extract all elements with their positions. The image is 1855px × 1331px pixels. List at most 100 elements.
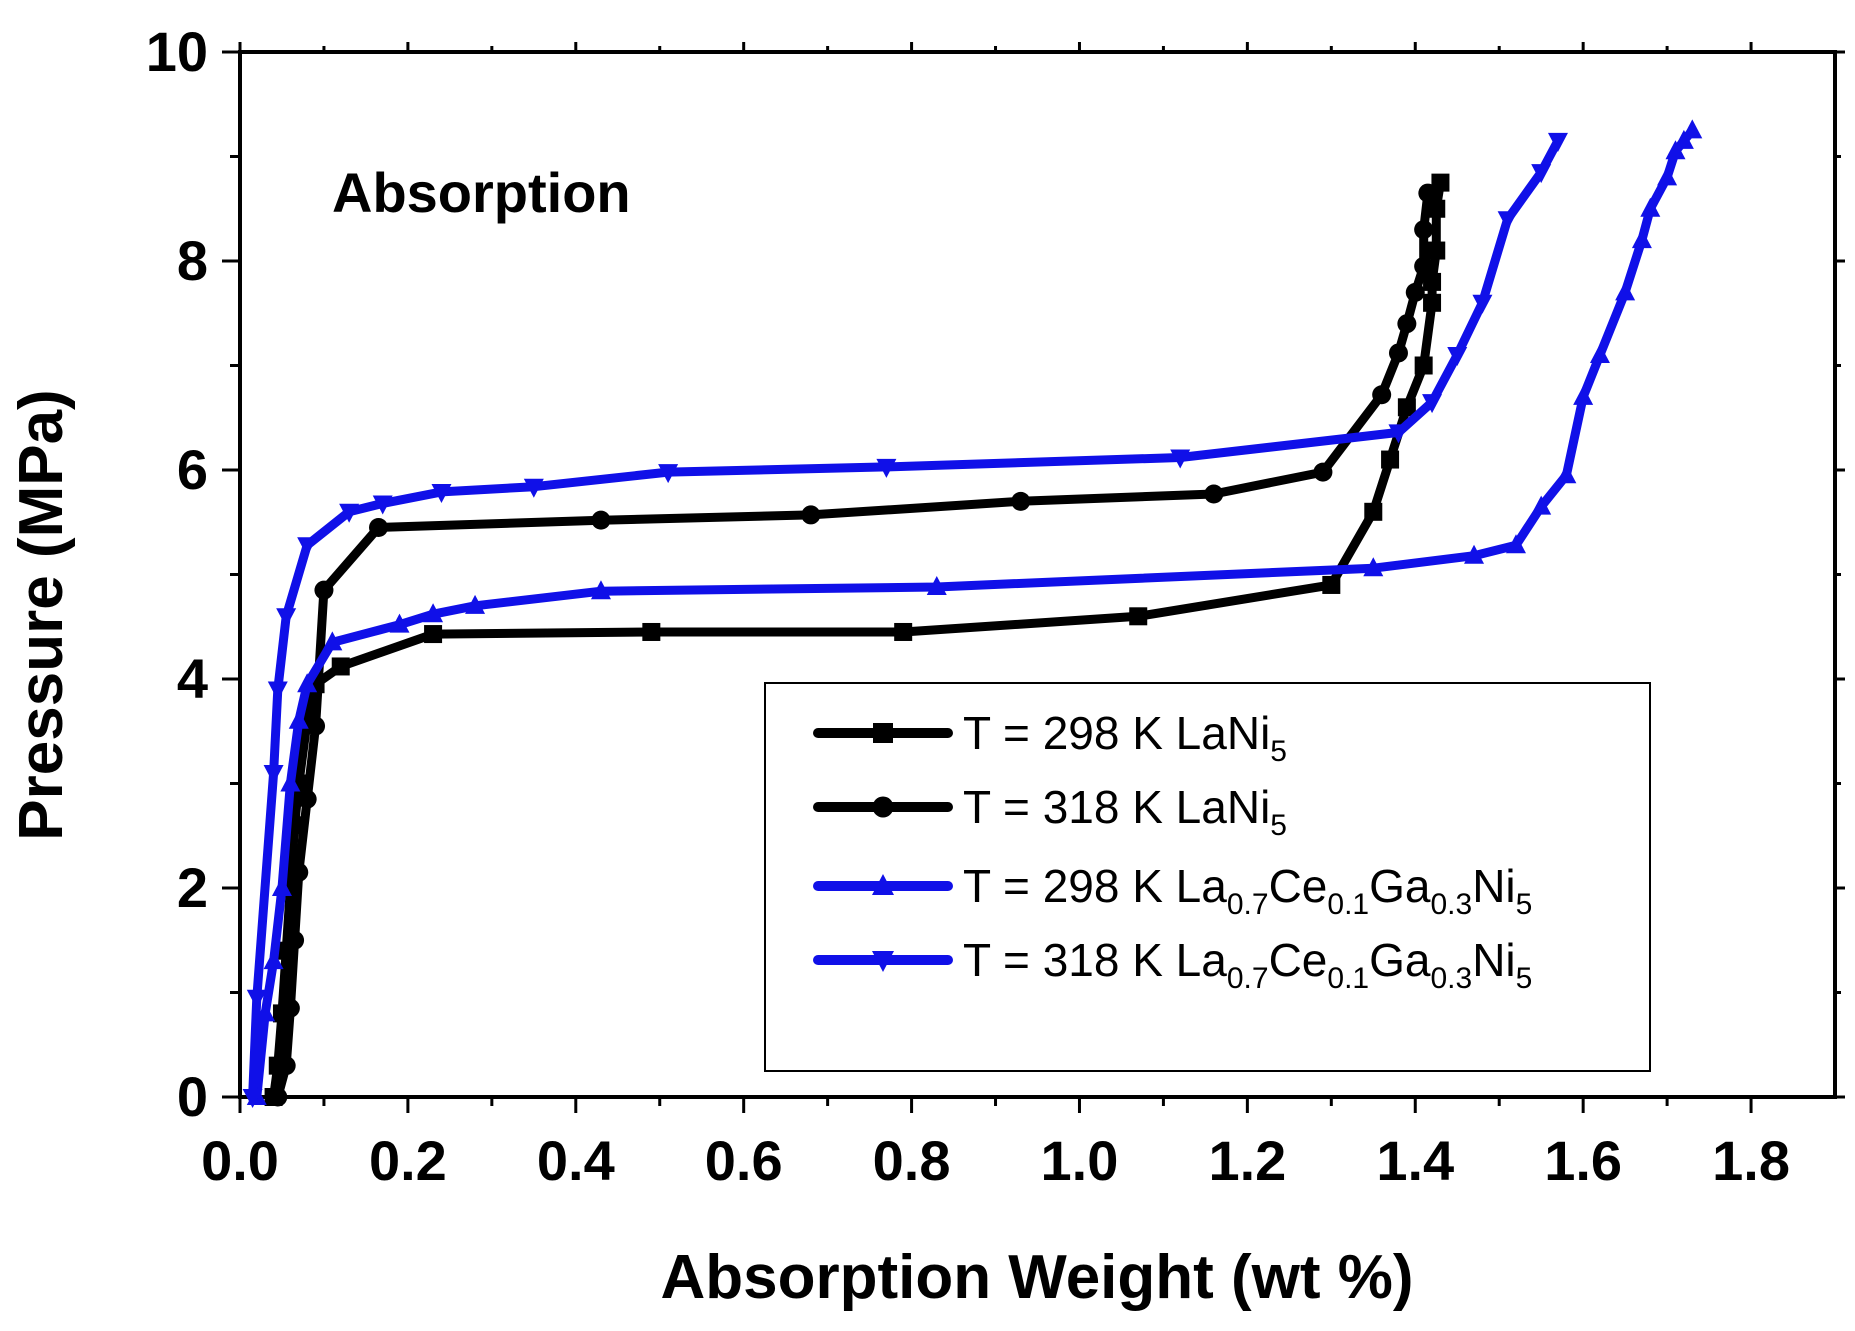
data-point (314, 580, 334, 600)
data-point (372, 495, 393, 515)
data-point (1405, 282, 1425, 302)
x-tick-label: 1.4 (1376, 1129, 1454, 1192)
data-point (271, 877, 292, 896)
x-axis-title: Absorption Weight (wt %) (660, 1243, 1413, 1312)
data-point (389, 613, 410, 633)
y-tick-label: 4 (177, 647, 208, 710)
series-layer (242, 119, 1703, 1108)
data-point (1388, 343, 1408, 363)
data-point (297, 537, 318, 557)
data-point (1556, 464, 1577, 484)
x-tick-label: 0.8 (873, 1129, 951, 1192)
data-point (268, 1087, 288, 1107)
data-point (1573, 385, 1594, 405)
data-point (801, 505, 821, 525)
data-point (1427, 199, 1446, 218)
data-point (926, 576, 947, 596)
data-point (1129, 607, 1148, 626)
y-tick-label: 8 (177, 229, 208, 292)
legend-swatch-marker (872, 951, 894, 972)
data-point (1364, 502, 1383, 521)
data-point (1631, 229, 1652, 249)
legend-label: T = 318 K LaNi5 (963, 781, 1287, 842)
data-point (1414, 256, 1434, 276)
legend-label: T = 318 K La0.7Ce0.1Ga0.3Ni5 (963, 934, 1532, 995)
data-point (1322, 575, 1341, 594)
data-point (1497, 211, 1518, 231)
y-tick-label: 10 (146, 20, 208, 83)
data-point (1418, 183, 1438, 203)
data-point (1531, 495, 1552, 515)
x-tick-label: 1.8 (1712, 1129, 1790, 1192)
annotation-label: Absorption (332, 161, 631, 224)
data-point (1665, 140, 1686, 160)
series-line (248, 136, 1563, 1102)
data-point (1640, 197, 1661, 217)
data-point (1673, 129, 1694, 149)
data-point (339, 503, 360, 523)
data-point (1397, 398, 1416, 417)
data-point (424, 625, 443, 644)
data-point (1414, 220, 1434, 240)
series-4 (242, 132, 1568, 1108)
data-point (1657, 166, 1678, 186)
x-tick-label: 1.6 (1544, 1129, 1622, 1192)
data-point (331, 657, 350, 676)
legend: T = 298 K LaNi5 T = 318 K LaNi5 T = 298 K … (764, 682, 1651, 1072)
data-point (263, 765, 284, 785)
legend-swatch-marker (873, 723, 893, 743)
data-point (289, 862, 309, 882)
data-point (1615, 281, 1636, 301)
y-tick-label: 0 (177, 1065, 208, 1128)
data-point (642, 622, 661, 641)
data-point (465, 594, 486, 614)
data-point (288, 709, 309, 729)
x-tick-label: 1.0 (1041, 1129, 1119, 1192)
data-point (1472, 294, 1493, 314)
data-point (1372, 385, 1392, 405)
data-point (306, 716, 326, 736)
data-point (276, 1056, 296, 1076)
data-point (1589, 344, 1610, 364)
legend-label: T = 298 K LaNi5 (963, 707, 1287, 768)
legend-item: T = 318 K LaNi5 (813, 781, 1287, 842)
data-point (1427, 241, 1446, 260)
data-point (1414, 356, 1433, 375)
legend-box (764, 682, 1651, 1072)
legend-items: T = 298 K LaNi5 T = 318 K LaNi5 T = 298 K … (813, 707, 1532, 995)
data-point (1011, 491, 1031, 511)
data-point (369, 517, 389, 537)
data-point (1506, 534, 1526, 554)
data-point (1170, 449, 1191, 469)
data-point (1313, 462, 1333, 482)
data-point (431, 483, 452, 503)
data-point (1423, 272, 1442, 291)
x-tick-label: 0.0 (201, 1129, 279, 1192)
x-tick-label: 0.4 (537, 1129, 615, 1192)
y-tick-label: 6 (177, 438, 208, 501)
legend-item: T = 298 K LaNi5 (813, 707, 1287, 768)
data-point (1682, 119, 1703, 139)
legend-label: T = 298 K La0.7Ce0.1Ga0.3Ni5 (963, 860, 1532, 921)
data-point (280, 998, 300, 1018)
data-point (1388, 424, 1409, 444)
legend-swatch-marker (872, 796, 894, 818)
data-point (1431, 173, 1450, 192)
data-point (280, 772, 301, 792)
y-tick-label: 2 (177, 856, 208, 919)
data-point (1422, 394, 1443, 414)
data-point (322, 631, 343, 651)
x-tick-label: 1.2 (1208, 1129, 1286, 1192)
data-point (1381, 450, 1400, 469)
data-point (658, 464, 679, 484)
data-point (1531, 164, 1552, 184)
x-tick-label: 0.6 (705, 1129, 783, 1192)
series-2 (268, 183, 1438, 1107)
data-point (285, 930, 305, 950)
data-point (1363, 557, 1384, 577)
data-point (876, 458, 897, 478)
data-point (1397, 314, 1417, 334)
data-point (1423, 293, 1442, 312)
y-axis-title: Pressure (MPa) (7, 389, 76, 840)
